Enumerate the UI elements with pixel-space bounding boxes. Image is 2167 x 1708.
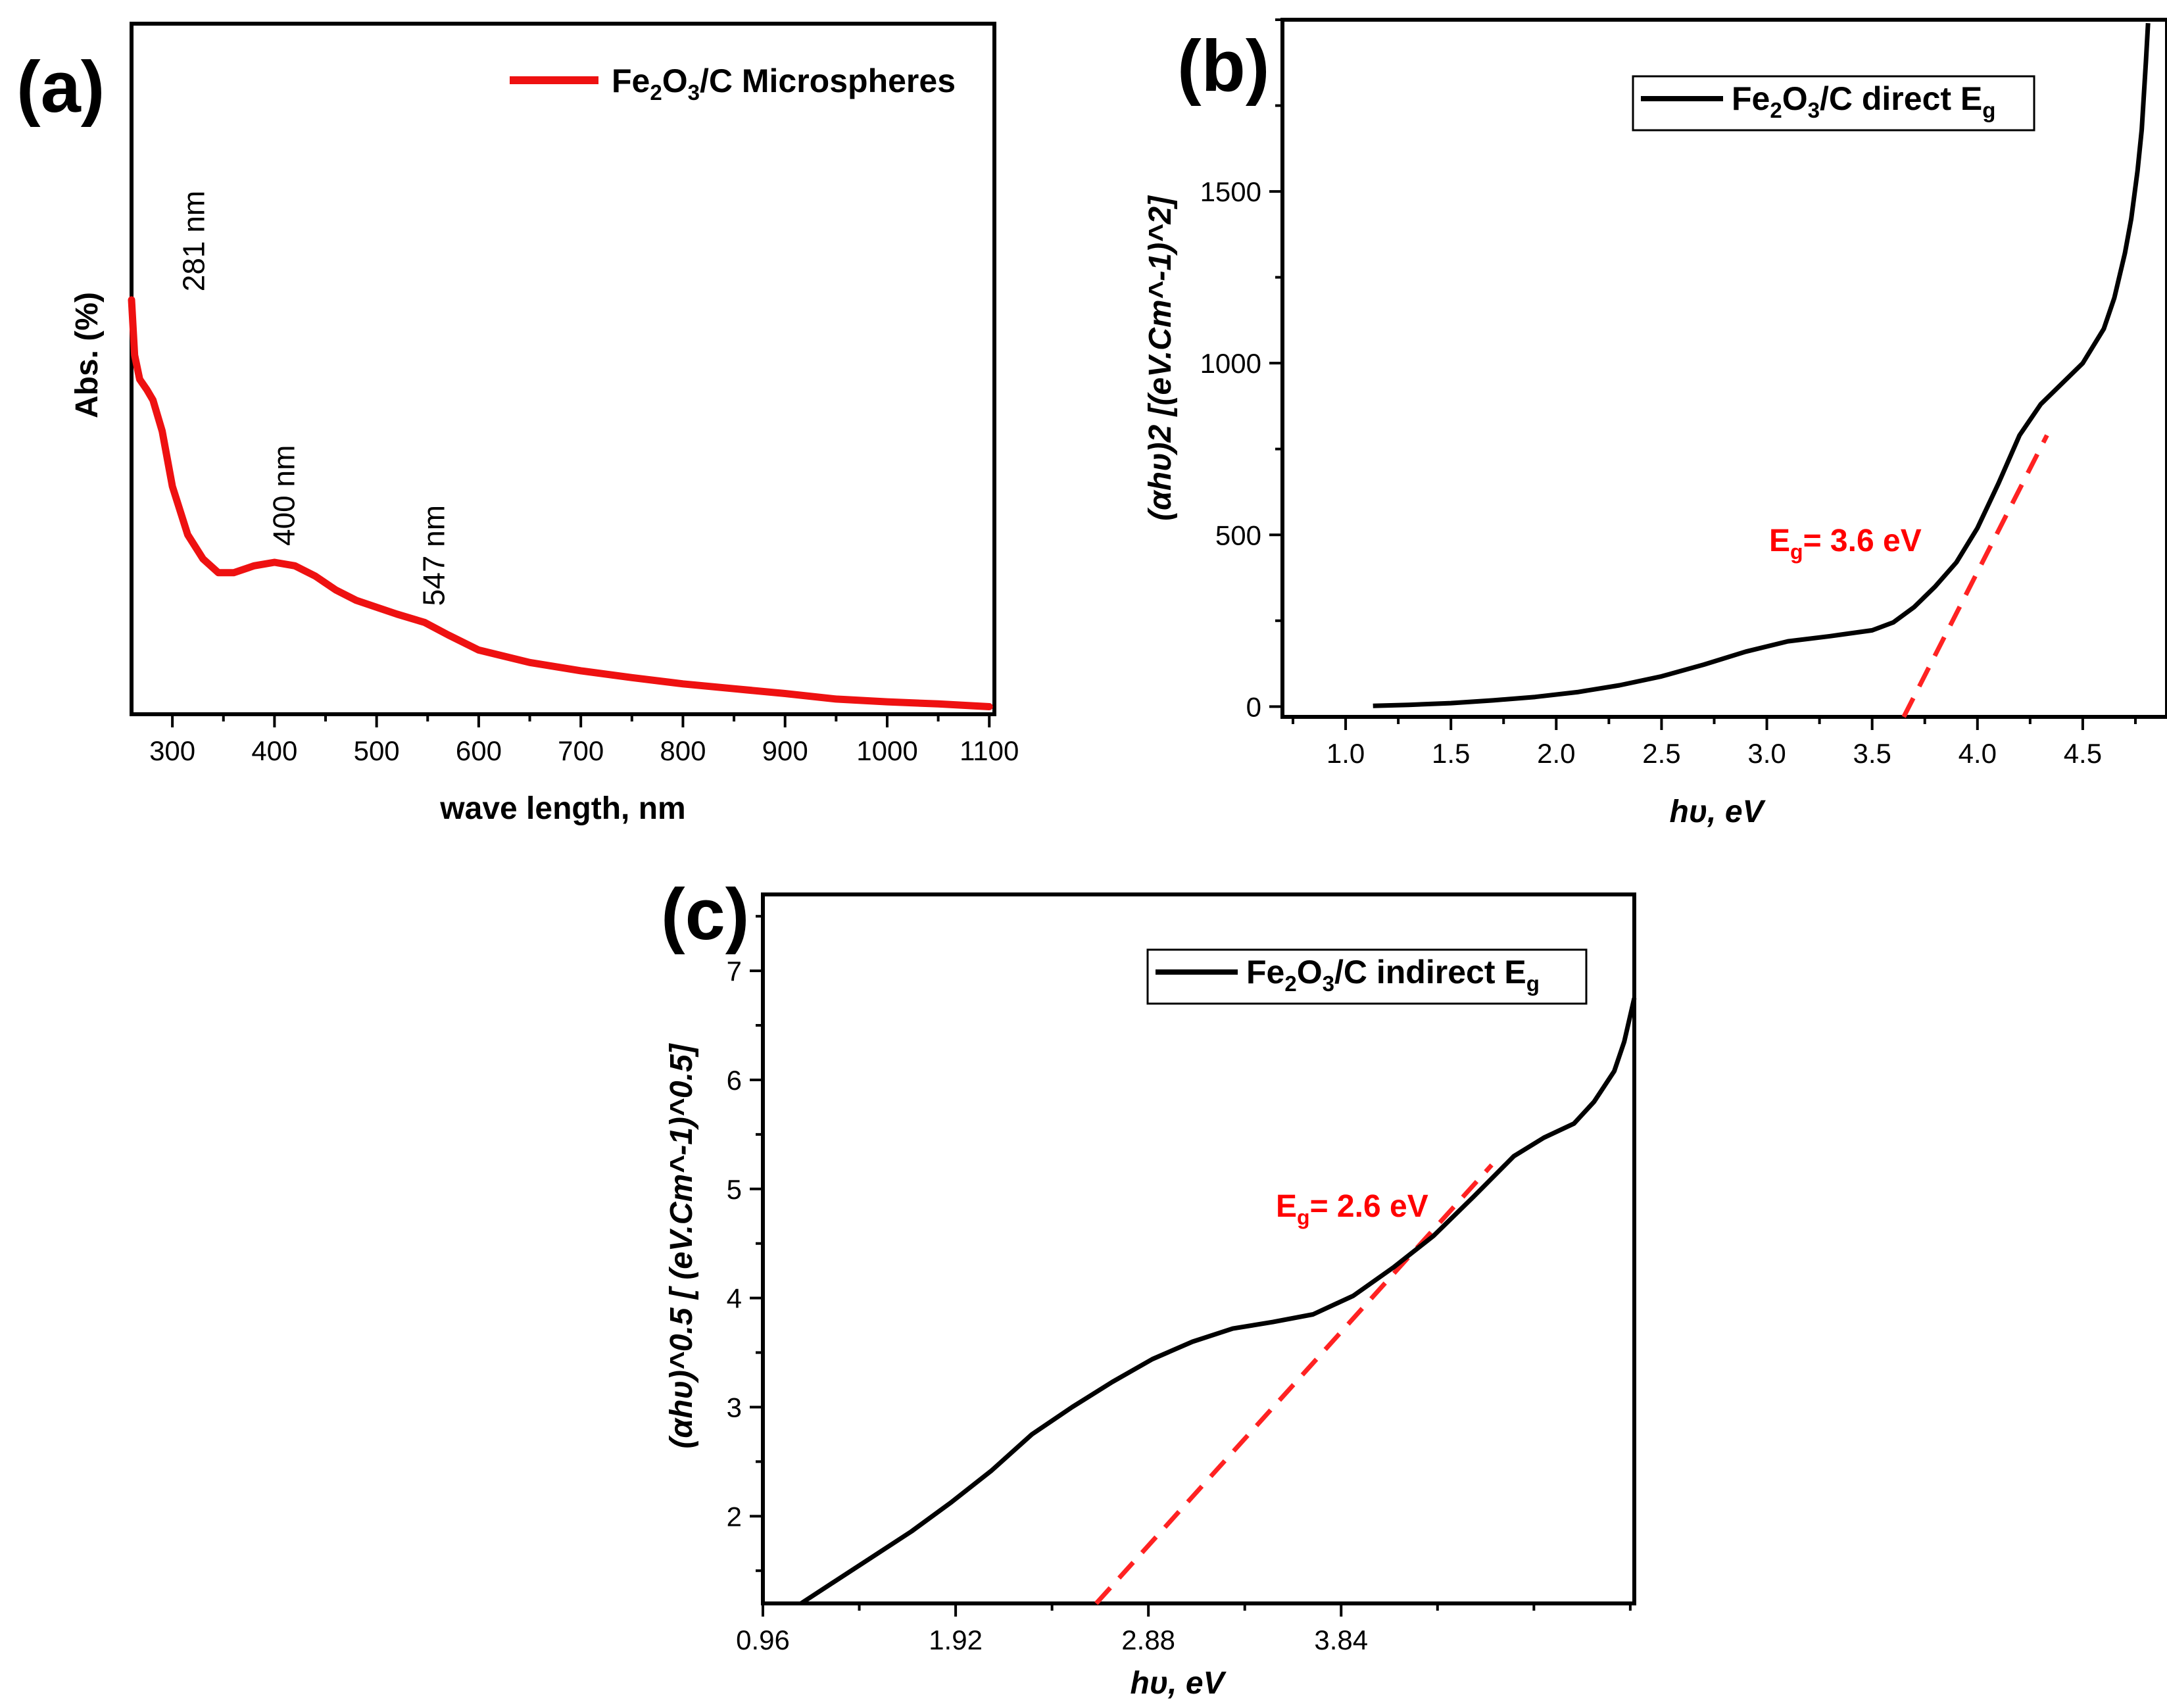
panel-a-x-tick-label: 400 [251, 735, 297, 766]
panel-a-x-tick-label: 800 [660, 735, 706, 766]
panel-c-x-tick-label: 0.96 [736, 1624, 790, 1655]
panel-b-y-axis-label: (αhυ)2 [(eV.Cm^-1)^2] [1143, 195, 1178, 521]
panel-b-y-ticks: 0 500 1000 1500 [1200, 18, 1282, 722]
panel-c-eg-label: Eg= 2.6 eV [1276, 1189, 1428, 1229]
panel-c-y-tick-label: 7 [727, 956, 742, 987]
panel-b-series-line [1373, 23, 2151, 708]
panel-a-annotations: 281 nm 400 nm 547 nm [177, 191, 451, 606]
panel-a-x-tick-label: 900 [762, 735, 808, 766]
peak-547-label: 547 nm [417, 505, 451, 606]
panel-a-label: (a) [16, 47, 105, 128]
panel-b-x-tick-label: 4.5 [2064, 738, 2102, 769]
panel-b-x-tick-label: 2.0 [1537, 738, 1575, 769]
panel-c-y-tick-label: 5 [727, 1174, 742, 1205]
panel-a-legend: Fe2O3/C Microspheres [510, 62, 956, 105]
panel-b-x-tick-label: 4.0 [1959, 738, 1997, 769]
panel-c-x-tick-label: 1.92 [929, 1624, 983, 1655]
panel-c-x-tick-label: 2.88 [1121, 1624, 1175, 1655]
panel-b-legend-box [1632, 75, 2035, 132]
panel-a-x-tick-label: 1000 [856, 735, 917, 766]
panel-a-x-tick-label: 300 [149, 735, 195, 766]
panel-c-label: (c) [661, 874, 749, 955]
panel-a-x-tick-label: 700 [558, 735, 604, 766]
panel-c-y-ticks: 2 3 4 5 6 7 [727, 915, 763, 1573]
panel-c-fit-line [1094, 1163, 1494, 1605]
panel-a: (a) 300 400 500 600 700 800 900 1000 1100 wave l… [16, 22, 1019, 826]
panel-b-label: (b) [1177, 26, 1269, 107]
panel-c-y-tick-label: 6 [727, 1065, 742, 1096]
panel-a-y-axis-label: Abs. (%) [70, 292, 105, 418]
panel-c-legend: Fe2O3/C indirect Eg [1146, 948, 1588, 1005]
panel-c-y-tick-label: 2 [727, 1501, 742, 1532]
panel-c-y-tick-label: 4 [727, 1283, 742, 1314]
panel-c: (c) 0.96 1.92 2.88 3.84 2 3 4 5 6 7 hυ, eV (αhυ)… [661, 874, 1637, 1701]
panel-b-plot-frame [1280, 18, 2167, 719]
panel-b-x-tick-label: 3.5 [1853, 738, 1891, 769]
panel-a-series-line [128, 296, 993, 710]
panel-b-x-tick-label: 2.5 [1642, 738, 1680, 769]
panel-c-x-tick-label: 3.84 [1314, 1624, 1368, 1655]
panel-c-x-axis-label: hυ, eV [1130, 1666, 1227, 1701]
panel-b-y-tick-label: 500 [1215, 520, 1261, 550]
panel-b-x-tick-label: 1.0 [1327, 738, 1365, 769]
panel-b-x-ticks: 1.0 1.5 2.0 2.5 3.0 3.5 4.0 4.5 [1292, 717, 2137, 769]
panel-b-y-tick-label: 0 [1246, 691, 1261, 722]
panel-a-x-tick-label: 1100 [960, 735, 1019, 766]
peak-400-label: 400 nm [266, 445, 301, 546]
panel-b-fit-line [1901, 434, 2049, 718]
panel-a-x-tick-label: 500 [354, 735, 400, 766]
panel-b-x-tick-label: 3.0 [1747, 738, 1786, 769]
panel-a-x-ticks: 300 400 500 600 700 800 900 1000 1100 [149, 714, 1019, 766]
panel-a-plot-frame [130, 22, 996, 716]
panel-b-x-tick-label: 1.5 [1432, 738, 1470, 769]
panel-a-legend-text: Fe2O3/C Microspheres [612, 62, 956, 105]
panel-a-x-axis-label: wave length, nm [439, 791, 685, 826]
panel-b-y-tick-label: 1500 [1200, 176, 1261, 207]
panel-b-eg-label: Eg= 3.6 eV [1769, 524, 1922, 564]
panel-c-plot-frame [761, 892, 1636, 1605]
peak-281-label: 281 nm [177, 191, 211, 291]
panel-b: (b) 1.0 1.5 2.0 2.5 3.0 3.5 4.0 4.5 0 500 1000 150… [1143, 18, 2167, 829]
panel-b-y-tick-label: 1000 [1200, 348, 1261, 379]
panel-a-x-tick-label: 600 [456, 735, 502, 766]
panel-c-series-line [800, 997, 1637, 1605]
panel-b-x-axis-label: hυ, eV [1669, 794, 1766, 829]
panel-b-legend-text: Fe2O3/C direct Eg [1732, 80, 1995, 122]
panel-c-legend-box [1146, 948, 1588, 1005]
panel-c-y-axis-label: (αhυ)^0.5 [ (eV.Cm^-1)^0.5] [664, 1042, 699, 1448]
panel-b-legend: Fe2O3/C direct Eg [1632, 75, 2035, 132]
panel-c-legend-text: Fe2O3/C indirect Eg [1246, 954, 1540, 996]
panel-c-y-tick-label: 3 [727, 1392, 742, 1423]
panel-c-x-ticks: 0.96 1.92 2.88 3.84 [736, 1603, 1632, 1655]
